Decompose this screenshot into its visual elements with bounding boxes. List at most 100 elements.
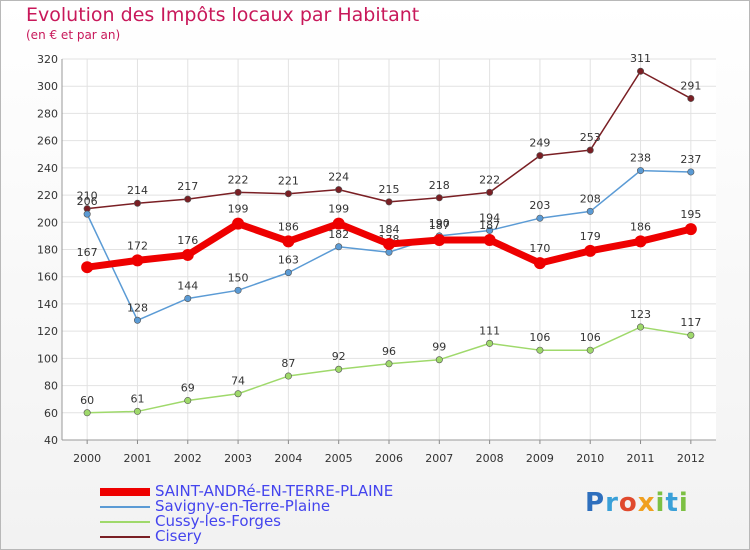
y-tick-label: 140	[37, 298, 58, 311]
data-label-savigny-en-terre-plaine: 194	[479, 211, 500, 224]
y-tick-label: 40	[44, 434, 58, 447]
data-point-cussy-les-forges	[335, 365, 343, 373]
data-label-cisery: 214	[127, 184, 148, 197]
data-label-cisery: 221	[278, 175, 299, 188]
data-point-saint-andr-en-terre-plaine	[383, 238, 395, 251]
proxiti-logo: Proxiti	[585, 488, 689, 518]
x-tick-label: 2006	[375, 452, 403, 465]
y-tick-label: 300	[37, 80, 58, 93]
data-label-saint-andr-en-terre-plaine: 179	[580, 230, 601, 243]
data-label-cussy-les-forges: 61	[130, 392, 144, 405]
data-label-cussy-les-forges: 106	[580, 331, 601, 344]
data-label-cisery: 224	[328, 171, 349, 184]
x-tick-label: 2003	[224, 452, 252, 465]
data-label-cisery: 291	[680, 79, 701, 92]
data-label-saint-andr-en-terre-plaine: 184	[379, 223, 400, 236]
x-tick-label: 2005	[325, 452, 353, 465]
legend-swatch	[100, 506, 150, 508]
y-tick-label: 100	[37, 352, 58, 365]
x-tick-label: 2012	[677, 452, 705, 465]
data-point-savigny-en-terre-plaine	[335, 243, 343, 251]
data-label-savigny-en-terre-plaine: 163	[278, 254, 299, 267]
data-label-cussy-les-forges: 99	[432, 341, 446, 354]
data-label-cussy-les-forges: 92	[332, 350, 346, 363]
y-tick-label: 220	[37, 189, 58, 202]
data-point-cisery	[133, 199, 141, 207]
data-point-cisery	[284, 190, 292, 198]
data-label-saint-andr-en-terre-plaine: 199	[228, 203, 249, 216]
data-point-cussy-les-forges	[284, 372, 292, 380]
legend-swatch	[100, 536, 150, 538]
x-tick-label: 2000	[73, 452, 101, 465]
data-point-saint-andr-en-terre-plaine	[684, 223, 697, 236]
legend-label: SAINT-ANDRé-EN-TERRE-PLAINE	[155, 482, 394, 500]
logo-letter: t	[665, 488, 679, 518]
chart-subtitle: (en € et par an)	[26, 28, 121, 42]
data-label-cisery: 217	[177, 180, 198, 193]
data-label-cisery: 215	[379, 183, 400, 196]
y-tick-label: 120	[37, 325, 58, 338]
data-label-cussy-les-forges: 117	[680, 316, 701, 329]
data-label-cussy-les-forges: 96	[382, 345, 396, 358]
legend-label: Savigny-en-Terre-Plaine	[155, 497, 331, 515]
data-point-cisery	[435, 194, 443, 202]
data-label-savigny-en-terre-plaine: 208	[580, 192, 601, 205]
y-tick-label: 60	[44, 407, 58, 420]
data-label-cisery: 249	[529, 137, 550, 150]
y-tick-label: 240	[37, 162, 58, 175]
x-tick-label: 2007	[425, 452, 453, 465]
data-label-cussy-les-forges: 87	[281, 357, 295, 370]
data-label-saint-andr-en-terre-plaine: 187	[479, 219, 500, 232]
data-point-cisery	[385, 198, 393, 206]
data-point-cussy-les-forges	[586, 346, 594, 354]
data-point-cussy-les-forges	[234, 390, 242, 398]
logo-letter: r	[605, 488, 619, 518]
data-point-cisery	[234, 188, 242, 196]
x-tick-label: 2004	[274, 452, 302, 465]
legend-swatch	[100, 521, 150, 523]
y-tick-label: 260	[37, 135, 58, 148]
data-point-cussy-les-forges	[486, 339, 494, 347]
data-point-cisery	[335, 186, 343, 194]
x-tick-label: 2002	[174, 452, 202, 465]
data-label-cussy-les-forges: 74	[231, 375, 245, 388]
data-label-cisery: 311	[630, 52, 651, 65]
data-point-cussy-les-forges	[637, 323, 645, 331]
data-point-savigny-en-terre-plaine	[586, 207, 594, 215]
data-point-cussy-les-forges	[184, 397, 192, 405]
data-label-saint-andr-en-terre-plaine: 199	[328, 203, 349, 216]
data-point-saint-andr-en-terre-plaine	[433, 233, 446, 246]
data-point-cussy-les-forges	[83, 409, 91, 417]
data-label-cussy-les-forges: 60	[80, 394, 94, 407]
data-point-savigny-en-terre-plaine	[234, 286, 242, 294]
data-point-savigny-en-terre-plaine	[284, 269, 292, 277]
data-label-savigny-en-terre-plaine: 144	[177, 279, 198, 292]
x-tick-label: 2001	[123, 452, 151, 465]
data-label-cisery: 253	[580, 131, 601, 144]
data-label-savigny-en-terre-plaine: 150	[228, 271, 249, 284]
data-label-savigny-en-terre-plaine: 237	[680, 153, 701, 166]
data-point-cisery	[637, 67, 645, 75]
data-label-cisery: 222	[228, 173, 249, 186]
logo-letter: P	[585, 488, 606, 518]
y-tick-label: 320	[37, 53, 58, 66]
logo-letter: i	[678, 488, 689, 518]
y-tick-label: 160	[37, 271, 58, 284]
data-point-savigny-en-terre-plaine	[184, 294, 192, 302]
data-label-cussy-les-forges: 69	[181, 382, 195, 395]
data-point-cisery	[536, 152, 544, 160]
data-point-savigny-en-terre-plaine	[687, 168, 695, 176]
logo-letter: i	[655, 488, 666, 518]
data-point-cisery	[586, 146, 594, 154]
data-point-saint-andr-en-terre-plaine	[232, 217, 245, 230]
data-point-saint-andr-en-terre-plaine	[332, 217, 345, 230]
y-tick-label: 80	[44, 380, 58, 393]
y-tick-label: 200	[37, 216, 58, 229]
data-point-cisery	[184, 195, 192, 203]
data-point-cussy-les-forges	[536, 346, 544, 354]
data-label-savigny-en-terre-plaine: 206	[77, 195, 98, 208]
data-label-saint-andr-en-terre-plaine: 186	[630, 220, 651, 233]
data-point-savigny-en-terre-plaine	[486, 226, 494, 234]
data-point-cussy-les-forges	[687, 331, 695, 339]
data-point-savigny-en-terre-plaine	[133, 316, 141, 324]
